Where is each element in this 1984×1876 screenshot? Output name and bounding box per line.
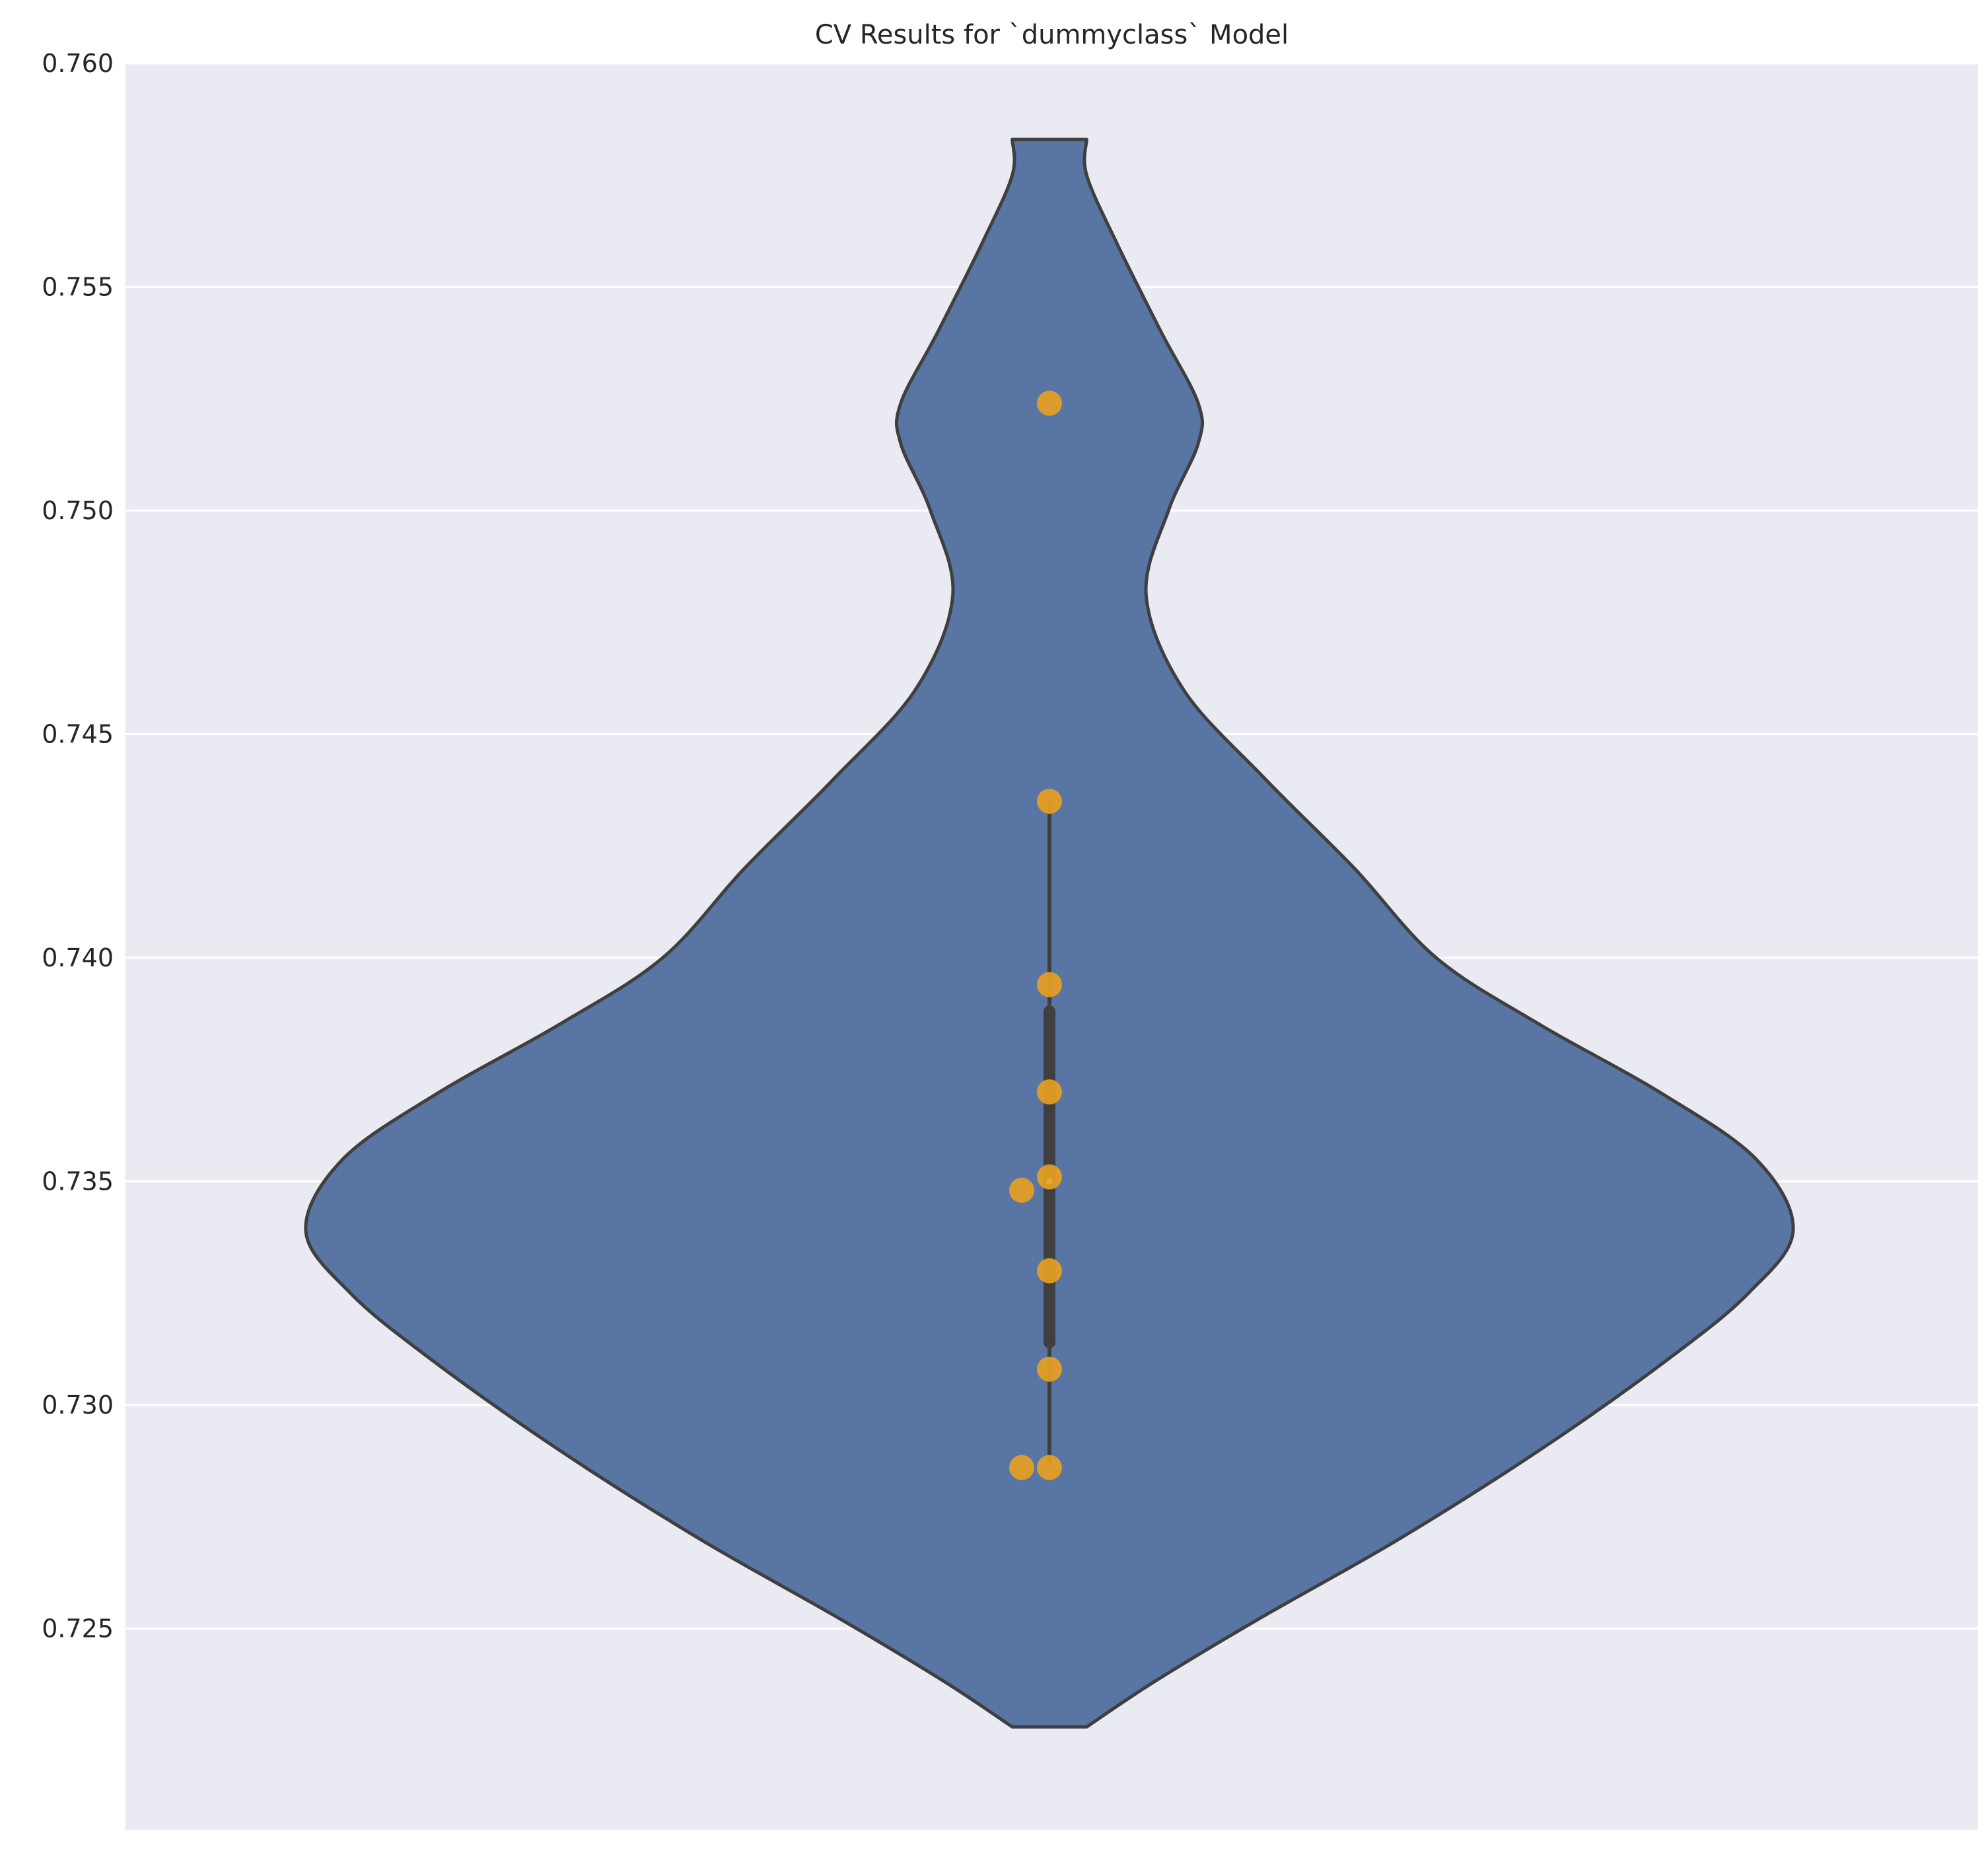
swarm-points bbox=[1009, 390, 1062, 1480]
chart-title: CV Results for `dummyclass` Model bbox=[815, 20, 1289, 50]
data-point bbox=[1037, 390, 1062, 416]
data-point bbox=[1037, 972, 1062, 997]
data-point bbox=[1037, 1079, 1062, 1105]
y-tick-label: 0.730 bbox=[42, 1390, 114, 1420]
data-point bbox=[1009, 1455, 1034, 1480]
y-tick-label: 0.740 bbox=[42, 943, 114, 972]
y-axis: 0.725 0.730 0.735 0.740 0.745 0.750 0.755 0.760 bbox=[42, 49, 114, 1643]
data-point bbox=[1037, 1164, 1062, 1190]
y-tick-label: 0.750 bbox=[42, 496, 114, 525]
data-point bbox=[1037, 788, 1062, 814]
data-point bbox=[1009, 1177, 1034, 1203]
y-tick-label: 0.755 bbox=[42, 272, 114, 301]
data-point bbox=[1037, 1356, 1062, 1382]
y-tick-label: 0.760 bbox=[42, 49, 114, 78]
y-tick-label: 0.745 bbox=[42, 719, 114, 748]
data-point bbox=[1037, 1258, 1062, 1283]
data-point bbox=[1037, 1455, 1062, 1480]
y-tick-label: 0.735 bbox=[42, 1167, 114, 1196]
y-tick-label: 0.725 bbox=[42, 1614, 114, 1643]
